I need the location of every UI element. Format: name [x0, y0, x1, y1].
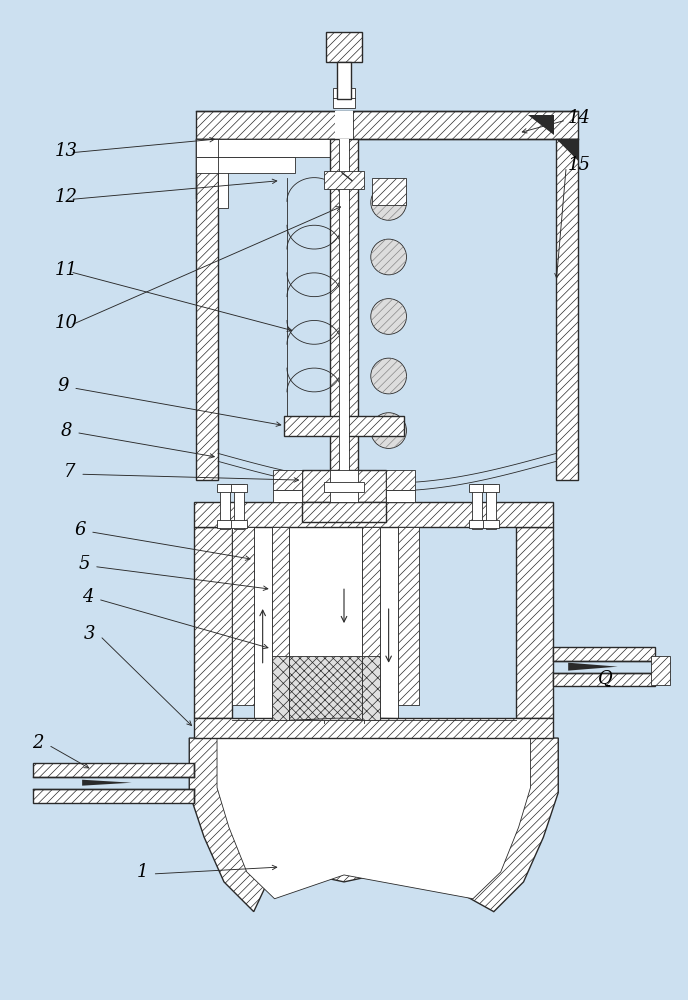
- Bar: [272, 527, 290, 720]
- Bar: [324, 171, 364, 189]
- Text: Q: Q: [598, 670, 613, 688]
- Bar: [330, 470, 358, 502]
- Bar: [220, 484, 230, 529]
- Bar: [232, 527, 254, 705]
- Bar: [651, 656, 670, 685]
- Text: 2: 2: [32, 734, 44, 752]
- Bar: [290, 527, 362, 720]
- Bar: [398, 718, 515, 720]
- Text: 15: 15: [568, 156, 591, 174]
- Bar: [515, 527, 553, 718]
- Text: 8: 8: [61, 422, 72, 440]
- Bar: [32, 763, 194, 777]
- Bar: [483, 484, 499, 492]
- Bar: [398, 527, 420, 705]
- Bar: [469, 520, 485, 528]
- Bar: [469, 484, 485, 492]
- Bar: [472, 484, 482, 529]
- Polygon shape: [232, 718, 515, 720]
- Text: 6: 6: [74, 521, 86, 539]
- Text: 13: 13: [54, 142, 77, 160]
- Polygon shape: [290, 718, 362, 720]
- Bar: [302, 502, 386, 522]
- Bar: [196, 139, 350, 157]
- Bar: [232, 718, 290, 720]
- Bar: [553, 647, 656, 661]
- Text: 7: 7: [64, 463, 76, 481]
- Polygon shape: [568, 663, 618, 671]
- Bar: [386, 470, 416, 490]
- Bar: [330, 139, 358, 490]
- Bar: [337, 62, 351, 99]
- Bar: [486, 484, 496, 529]
- Text: 3: 3: [84, 625, 96, 643]
- Bar: [302, 470, 386, 502]
- Bar: [362, 656, 380, 720]
- Bar: [196, 111, 578, 139]
- Circle shape: [371, 185, 407, 220]
- Circle shape: [371, 358, 407, 394]
- Bar: [290, 656, 362, 720]
- Bar: [557, 139, 578, 480]
- Bar: [217, 484, 233, 492]
- Polygon shape: [217, 738, 530, 899]
- Bar: [217, 520, 233, 528]
- Bar: [335, 111, 353, 139]
- Text: 11: 11: [54, 261, 77, 279]
- Bar: [333, 88, 355, 108]
- Bar: [32, 789, 194, 803]
- Polygon shape: [528, 115, 555, 135]
- Bar: [254, 527, 272, 720]
- Circle shape: [371, 299, 407, 334]
- Text: 10: 10: [54, 314, 77, 332]
- Bar: [553, 673, 656, 686]
- Bar: [272, 656, 290, 720]
- Text: 9: 9: [57, 377, 69, 395]
- Bar: [194, 502, 553, 527]
- Bar: [284, 416, 404, 436]
- Bar: [194, 527, 232, 718]
- Polygon shape: [82, 780, 131, 786]
- Circle shape: [371, 239, 407, 275]
- Text: 14: 14: [568, 109, 591, 127]
- Bar: [386, 490, 416, 502]
- Bar: [272, 490, 302, 502]
- Bar: [380, 527, 398, 720]
- Bar: [231, 520, 247, 528]
- Bar: [362, 527, 380, 720]
- Bar: [218, 139, 228, 208]
- Circle shape: [371, 413, 407, 448]
- Bar: [339, 139, 349, 490]
- Bar: [483, 520, 499, 528]
- Text: 12: 12: [54, 188, 77, 206]
- Polygon shape: [189, 738, 558, 912]
- Text: 5: 5: [78, 555, 89, 573]
- Bar: [194, 718, 553, 738]
- Bar: [196, 139, 218, 480]
- Bar: [372, 178, 407, 205]
- Bar: [231, 484, 247, 492]
- Bar: [196, 157, 295, 173]
- Bar: [234, 484, 244, 529]
- Polygon shape: [557, 139, 578, 161]
- Bar: [324, 482, 364, 492]
- Text: 1: 1: [137, 863, 148, 881]
- Bar: [326, 32, 362, 62]
- Bar: [272, 470, 302, 490]
- Text: 4: 4: [82, 588, 94, 606]
